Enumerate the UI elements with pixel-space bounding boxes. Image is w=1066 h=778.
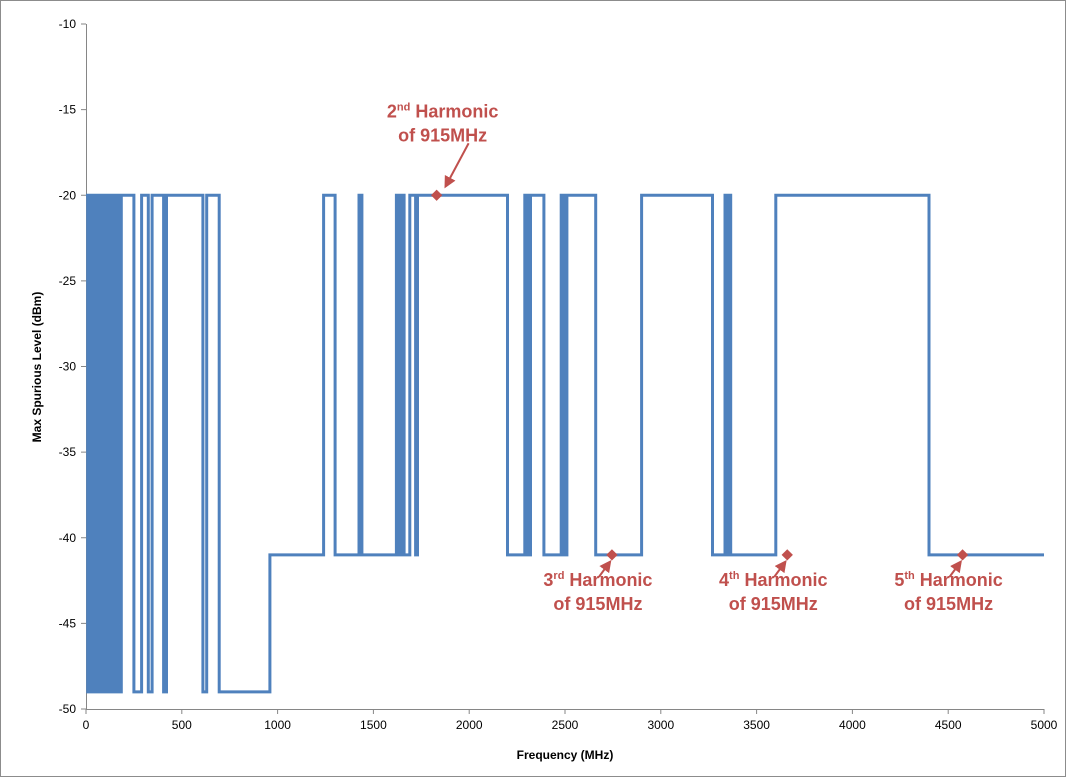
harmonic-marker <box>430 189 443 201</box>
series-layer <box>86 193 1044 694</box>
annotation-label: 4th Harmonic <box>719 570 827 590</box>
x-tick-label: 4500 <box>935 718 962 732</box>
annotation-ordinal: 4 <box>719 570 729 590</box>
harmonic-marker <box>956 549 969 561</box>
x-tick-label: 2500 <box>552 718 579 732</box>
annotation-label-text: Harmonic <box>410 101 498 121</box>
annotation-label-text: Harmonic <box>739 570 827 590</box>
y-tick-label: -20 <box>59 188 77 202</box>
annotation-label: 3rd Harmonic <box>543 570 652 590</box>
x-tick-label: 3500 <box>743 718 770 732</box>
y-tick-label: -25 <box>59 274 77 288</box>
annotation-arrow <box>598 559 612 578</box>
annotation-label: 2nd Harmonic <box>387 101 499 121</box>
x-tick-label: 2000 <box>456 718 483 732</box>
y-tick-label: -30 <box>59 360 77 374</box>
x-tick-label: 500 <box>172 718 192 732</box>
x-axis-title: Frequency (MHz) <box>517 748 614 762</box>
annotation-ordinal: 5 <box>894 570 904 590</box>
annotation-label-text: Harmonic <box>915 570 1003 590</box>
harmonic-marker <box>606 549 618 561</box>
series-line <box>86 193 1044 694</box>
annotation-arrow <box>773 559 787 578</box>
x-tick-label: 5000 <box>1031 718 1058 732</box>
annotation-ordinal-suffix: th <box>729 570 740 582</box>
harmonic-marker <box>781 549 793 561</box>
annotation-ordinal: 2 <box>387 101 397 121</box>
x-tick-label: 1000 <box>264 718 291 732</box>
x-tick-label: 4000 <box>839 718 866 732</box>
y-tick-label: -40 <box>59 531 77 545</box>
ticks: 0 500 1000 1500 2000 2500 3000 3500 4000 4500 5000… <box>59 17 1058 732</box>
annotation-label-text: Harmonic <box>564 570 652 590</box>
annotation-label: 5th Harmonic <box>894 570 1002 590</box>
annotation-subtitle: of 915MHz <box>553 594 642 614</box>
annotation-ordinal: 3 <box>543 570 553 590</box>
annotation-subtitle: of 915MHz <box>398 125 487 145</box>
annotation-subtitle: of 915MHz <box>729 594 818 614</box>
x-tick-label: 3000 <box>647 718 674 732</box>
y-tick-label: -35 <box>59 445 77 459</box>
x-tick-label: 0 <box>83 718 90 732</box>
annotation-arrow <box>444 142 470 189</box>
y-tick-label: -10 <box>59 17 77 31</box>
annotation-ordinal-suffix: nd <box>397 101 410 113</box>
annotation-subtitle: of 915MHz <box>904 594 993 614</box>
x-tick-label: 1500 <box>360 718 387 732</box>
annotation-ordinal-suffix: rd <box>553 570 564 582</box>
y-axis-title: Max Spurious Level (dBm) <box>30 292 44 443</box>
annotation-arrow <box>948 559 962 578</box>
y-tick-label: -15 <box>59 103 77 117</box>
y-tick-label: -45 <box>59 616 77 630</box>
annotation-ordinal-suffix: th <box>904 570 915 582</box>
y-tick-label: -50 <box>59 702 77 716</box>
